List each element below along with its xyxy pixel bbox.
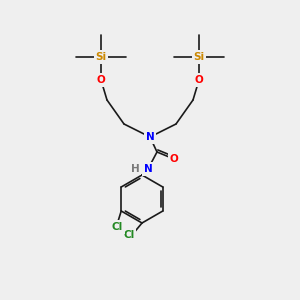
Text: Cl: Cl [123,230,135,240]
Text: Si: Si [95,52,106,62]
Text: N: N [144,164,152,174]
Text: Si: Si [194,52,205,62]
Text: Cl: Cl [112,222,123,232]
Text: O: O [195,75,203,85]
Text: O: O [169,154,178,164]
Text: N: N [146,132,154,142]
Text: H: H [131,164,140,174]
Text: O: O [97,75,105,85]
